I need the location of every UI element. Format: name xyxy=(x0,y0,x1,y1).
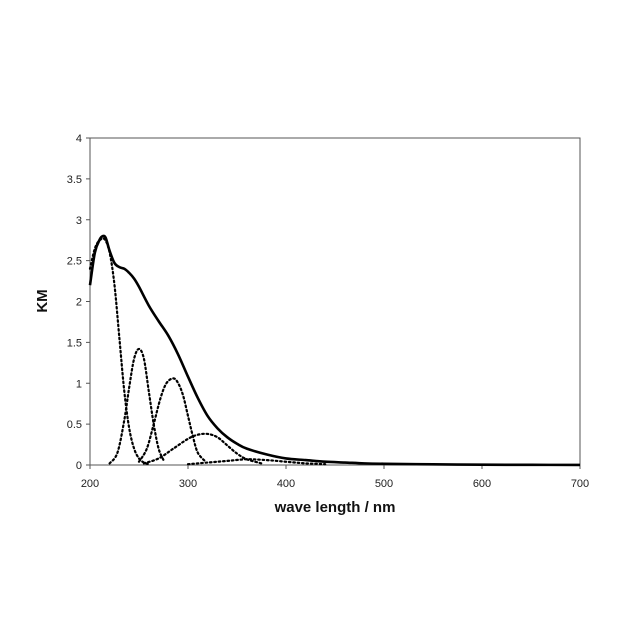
y-tick-label: 0 xyxy=(76,460,82,472)
deconvolution-peak-line-1 xyxy=(90,238,149,464)
y-tick-label: 0.5 xyxy=(67,419,82,431)
deconvolution-peak-line-2 xyxy=(110,349,164,463)
y-axis-title: KM xyxy=(34,289,51,312)
x-tick-label: 200 xyxy=(81,478,99,490)
y-tick-label: 4 xyxy=(76,133,82,145)
y-tick-label: 2 xyxy=(76,297,82,309)
x-axis-title: wave length / nm xyxy=(274,499,396,516)
y-tick-label: 3 xyxy=(76,215,82,227)
x-axis-ticks: 200 300 400 500 600 700 xyxy=(81,465,589,490)
x-tick-label: 700 xyxy=(571,478,589,490)
series-layer xyxy=(90,236,580,465)
y-tick-label: 2.5 xyxy=(67,256,82,268)
y-tick-label: 1 xyxy=(76,378,82,390)
x-tick-label: 300 xyxy=(179,478,197,490)
y-tick-label: 3.5 xyxy=(67,174,82,186)
plot-area-frame xyxy=(90,138,580,465)
x-tick-label: 500 xyxy=(375,478,393,490)
x-tick-label: 400 xyxy=(277,478,295,490)
y-tick-label: 1.5 xyxy=(67,337,82,349)
measured-spectrum-line xyxy=(90,236,580,465)
y-axis-ticks: 0 0.5 1 1.5 2 2.5 3 3.5 4 xyxy=(67,133,90,472)
x-tick-label: 600 xyxy=(473,478,491,490)
